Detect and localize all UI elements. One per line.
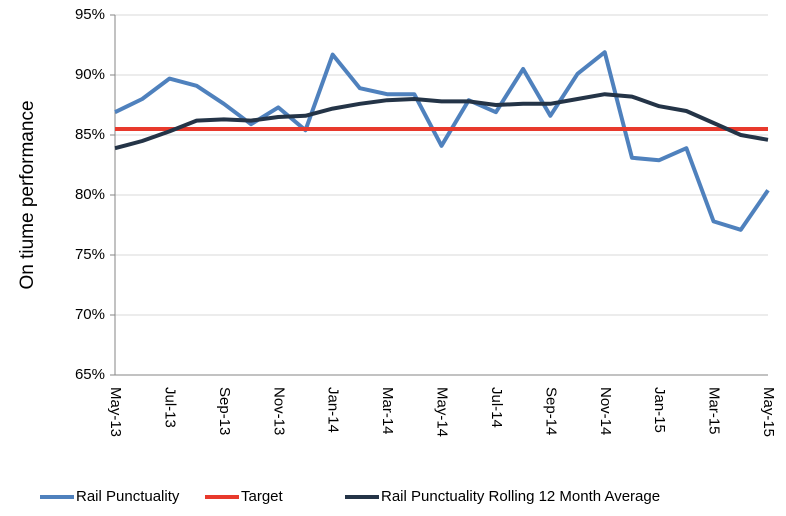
y-tick-label: 75%	[75, 246, 105, 263]
x-tick-label: Jul-14	[488, 387, 505, 428]
x-tick-label: Nov-14	[597, 387, 614, 435]
x-tick-label: Jan-14	[325, 387, 342, 433]
x-tick-label: Mar-14	[379, 387, 396, 435]
series-line	[114, 50, 770, 232]
legend-label: Rail Punctuality Rolling 12 Month Averag…	[381, 488, 660, 505]
y-tick-label: 70%	[75, 306, 105, 323]
y-tick-label: 65%	[75, 366, 105, 383]
legend-label: Rail Punctuality	[76, 488, 180, 505]
series-line	[114, 92, 769, 151]
x-tick-label: Sep-13	[216, 387, 233, 435]
x-tick-label: Jul-13	[161, 387, 178, 428]
y-tick-label: 80%	[75, 186, 105, 203]
x-tick-label: May-13	[107, 387, 124, 437]
y-tick-label: 95%	[75, 6, 105, 23]
x-tick-label: Mar-15	[706, 387, 723, 435]
x-tick-label: May-15	[760, 387, 777, 437]
x-tick-label: Sep-14	[542, 387, 559, 435]
legend-label: Target	[241, 488, 284, 505]
x-tick-label: Jan-15	[651, 387, 668, 433]
x-tick-label: Nov-13	[270, 387, 287, 435]
x-tick-label: May-14	[434, 387, 451, 437]
y-axis-title: On tiume performance	[17, 100, 38, 289]
y-tick-label: 90%	[75, 66, 105, 83]
y-tick-label: 85%	[75, 126, 105, 143]
